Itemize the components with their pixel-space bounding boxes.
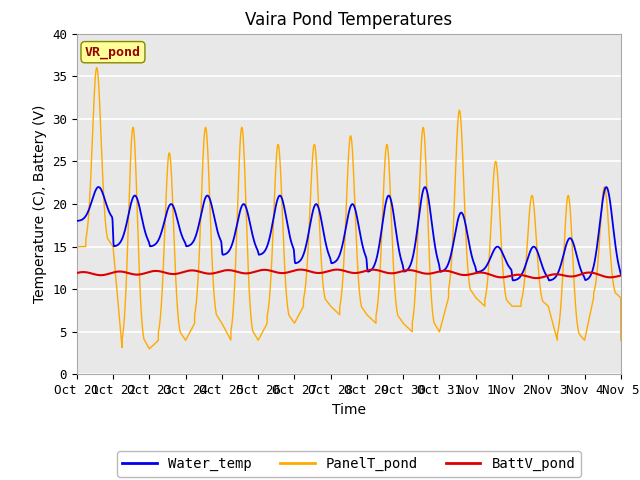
Title: Vaira Pond Temperatures: Vaira Pond Temperatures xyxy=(245,11,452,29)
Text: VR_pond: VR_pond xyxy=(85,46,141,59)
X-axis label: Time: Time xyxy=(332,403,366,417)
Legend: Water_temp, PanelT_pond, BattV_pond: Water_temp, PanelT_pond, BattV_pond xyxy=(117,451,580,477)
Y-axis label: Temperature (C), Battery (V): Temperature (C), Battery (V) xyxy=(33,105,47,303)
